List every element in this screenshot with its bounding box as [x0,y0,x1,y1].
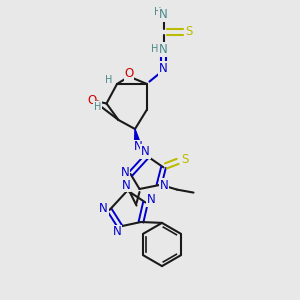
Text: N: N [146,193,155,206]
Text: N: N [159,62,168,75]
Text: N: N [121,166,130,179]
Text: H: H [154,7,161,17]
Text: O: O [87,94,96,107]
Text: O: O [124,67,134,80]
Text: N: N [134,140,142,154]
Text: S: S [185,25,193,38]
Polygon shape [134,129,142,148]
Text: N: N [122,178,130,192]
Text: H: H [152,44,159,54]
Text: H: H [94,101,101,112]
Text: N: N [112,225,122,239]
Text: N: N [99,202,108,215]
Text: N: N [160,178,169,192]
Text: S: S [181,153,188,167]
Text: ₂: ₂ [166,5,169,14]
Text: N: N [159,8,168,22]
Text: N: N [141,145,150,158]
Text: H: H [105,75,112,85]
Text: N: N [159,43,168,56]
